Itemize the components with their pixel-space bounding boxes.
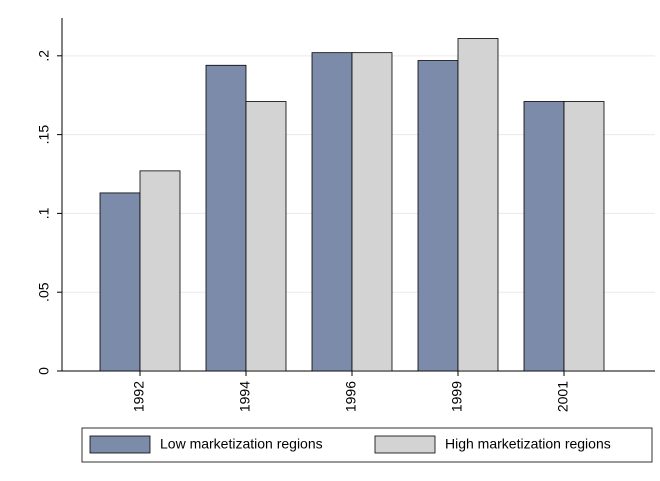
bar bbox=[311, 52, 353, 372]
y-tick-label: .15 bbox=[36, 125, 52, 145]
x-tick-label: 1996 bbox=[343, 381, 359, 412]
y-tick-label: 0 bbox=[36, 367, 52, 375]
legend-swatch bbox=[89, 435, 151, 454]
legend-label: Low marketization regions bbox=[160, 436, 323, 452]
legend-box bbox=[81, 427, 653, 463]
bar bbox=[563, 101, 605, 372]
bar bbox=[139, 170, 181, 372]
bar bbox=[99, 192, 141, 372]
x-tick-label: 2001 bbox=[555, 381, 571, 412]
bar bbox=[205, 64, 247, 372]
bar bbox=[417, 60, 459, 372]
y-tick-label: .2 bbox=[36, 50, 52, 62]
y-tick-label: .1 bbox=[36, 207, 52, 219]
y-tick-label: .05 bbox=[36, 282, 52, 302]
legend-label: High marketization regions bbox=[445, 436, 611, 452]
bar bbox=[351, 52, 393, 372]
legend-swatch bbox=[374, 435, 436, 454]
x-tick-label: 1992 bbox=[131, 381, 147, 412]
x-tick-label: 1999 bbox=[449, 381, 465, 412]
bar bbox=[457, 38, 499, 372]
x-tick-label: 1994 bbox=[237, 381, 253, 412]
bar bbox=[245, 101, 287, 372]
bar bbox=[523, 101, 565, 372]
